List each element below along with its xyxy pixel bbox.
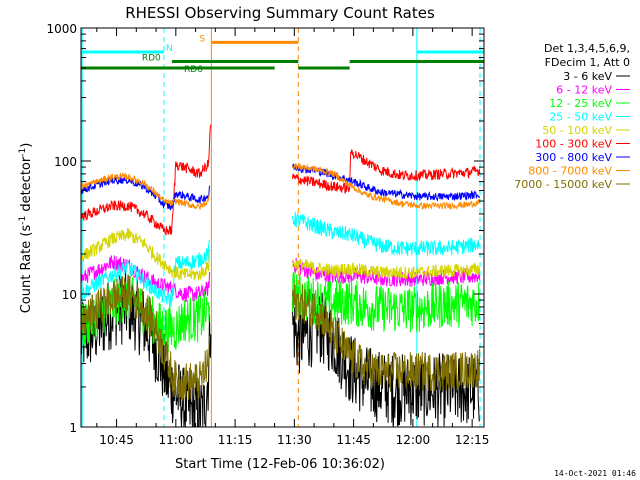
series-line-5-part-0 xyxy=(81,124,212,236)
y-tick-label-2: 100 xyxy=(54,155,77,169)
series-line-8-part-0 xyxy=(81,274,210,401)
flag-label-0: N xyxy=(166,44,173,54)
legend-label-0: 3 - 6 keV xyxy=(563,70,612,83)
legend-header-line1: Det 1,3,4,5,6,9, xyxy=(544,42,630,55)
series-line-3-part-1 xyxy=(291,211,481,257)
y-axis-label-middle: detector xyxy=(19,156,34,216)
legend-label-1: 6 - 12 keV xyxy=(556,84,612,97)
series-line-3-part-0 xyxy=(81,239,210,307)
y-tick-label-1: 10 xyxy=(62,288,77,302)
legend-label-8: 7000 - 15000 keV xyxy=(514,178,612,191)
legend: Det 1,3,4,5,6,9, FDecim 1, Att 0 3 - 6 k… xyxy=(514,42,630,191)
status-flags: N S RD0 RD6 xyxy=(81,34,484,75)
chart-title: RHESSI Observing Summary Count Rates xyxy=(125,4,435,22)
legend-label-7: 800 - 7000 keV xyxy=(528,165,612,178)
flag-label-3: RD0 xyxy=(142,53,161,63)
legend-label-4: 50 - 100 keV xyxy=(542,124,612,137)
series-line-6-part-0 xyxy=(81,175,210,211)
series-line-7-part-1 xyxy=(291,163,481,211)
y-axis-label-main: Count Rate (s xyxy=(19,225,34,314)
legend-label-3: 25 - 50 keV xyxy=(549,111,612,124)
series-line-4-part-1 xyxy=(291,258,481,280)
y-axis-label-exp1: -1 xyxy=(18,216,28,225)
legend-label-5: 100 - 300 keV xyxy=(535,138,612,151)
series-line-7-part-0 xyxy=(81,171,210,210)
legend-label-2: 12 - 25 keV xyxy=(549,97,612,110)
x-axis-label: Start Time (12-Feb-06 10:36:02) xyxy=(175,457,385,472)
x-tick-label-0: 10:45 xyxy=(99,433,134,447)
x-tick-label-5: 12:00 xyxy=(396,433,431,447)
y-axis-label: Count Rate (s-1 detector-1) xyxy=(18,143,34,314)
footer-timestamp: 14-Oct-2021 01:46 xyxy=(554,469,636,478)
y-axis-ticks: 1 10 100 1000 xyxy=(46,22,484,435)
y-axis-label-exp2: -1 xyxy=(18,148,28,157)
x-tick-label-3: 11:30 xyxy=(277,433,312,447)
series-line-5-part-1 xyxy=(291,149,481,194)
x-tick-label-6: 12:15 xyxy=(455,433,490,447)
flag-label-2: S xyxy=(199,34,205,44)
series-line-4-part-0 xyxy=(81,227,210,281)
y-tick-label-0: 1 xyxy=(69,421,77,435)
x-tick-label-1: 11:00 xyxy=(159,433,194,447)
y-tick-label-3: 1000 xyxy=(46,22,77,36)
legend-header-line2: FDecim 1, Att 0 xyxy=(545,56,630,69)
y-axis-label-end: ) xyxy=(19,143,34,148)
x-tick-label-4: 11:45 xyxy=(336,433,371,447)
legend-label-6: 300 - 800 keV xyxy=(535,151,612,164)
flag-label-4: RD6 xyxy=(184,65,203,75)
series-lines xyxy=(81,124,481,427)
x-axis-ticks: 10:45 11:00 11:15 11:30 11:45 12:00 12:15 xyxy=(96,28,490,447)
series-line-1-part-1 xyxy=(291,257,481,287)
x-tick-label-2: 11:15 xyxy=(218,433,253,447)
plot-frame xyxy=(80,27,485,428)
series-line-8-part-1 xyxy=(291,282,481,392)
